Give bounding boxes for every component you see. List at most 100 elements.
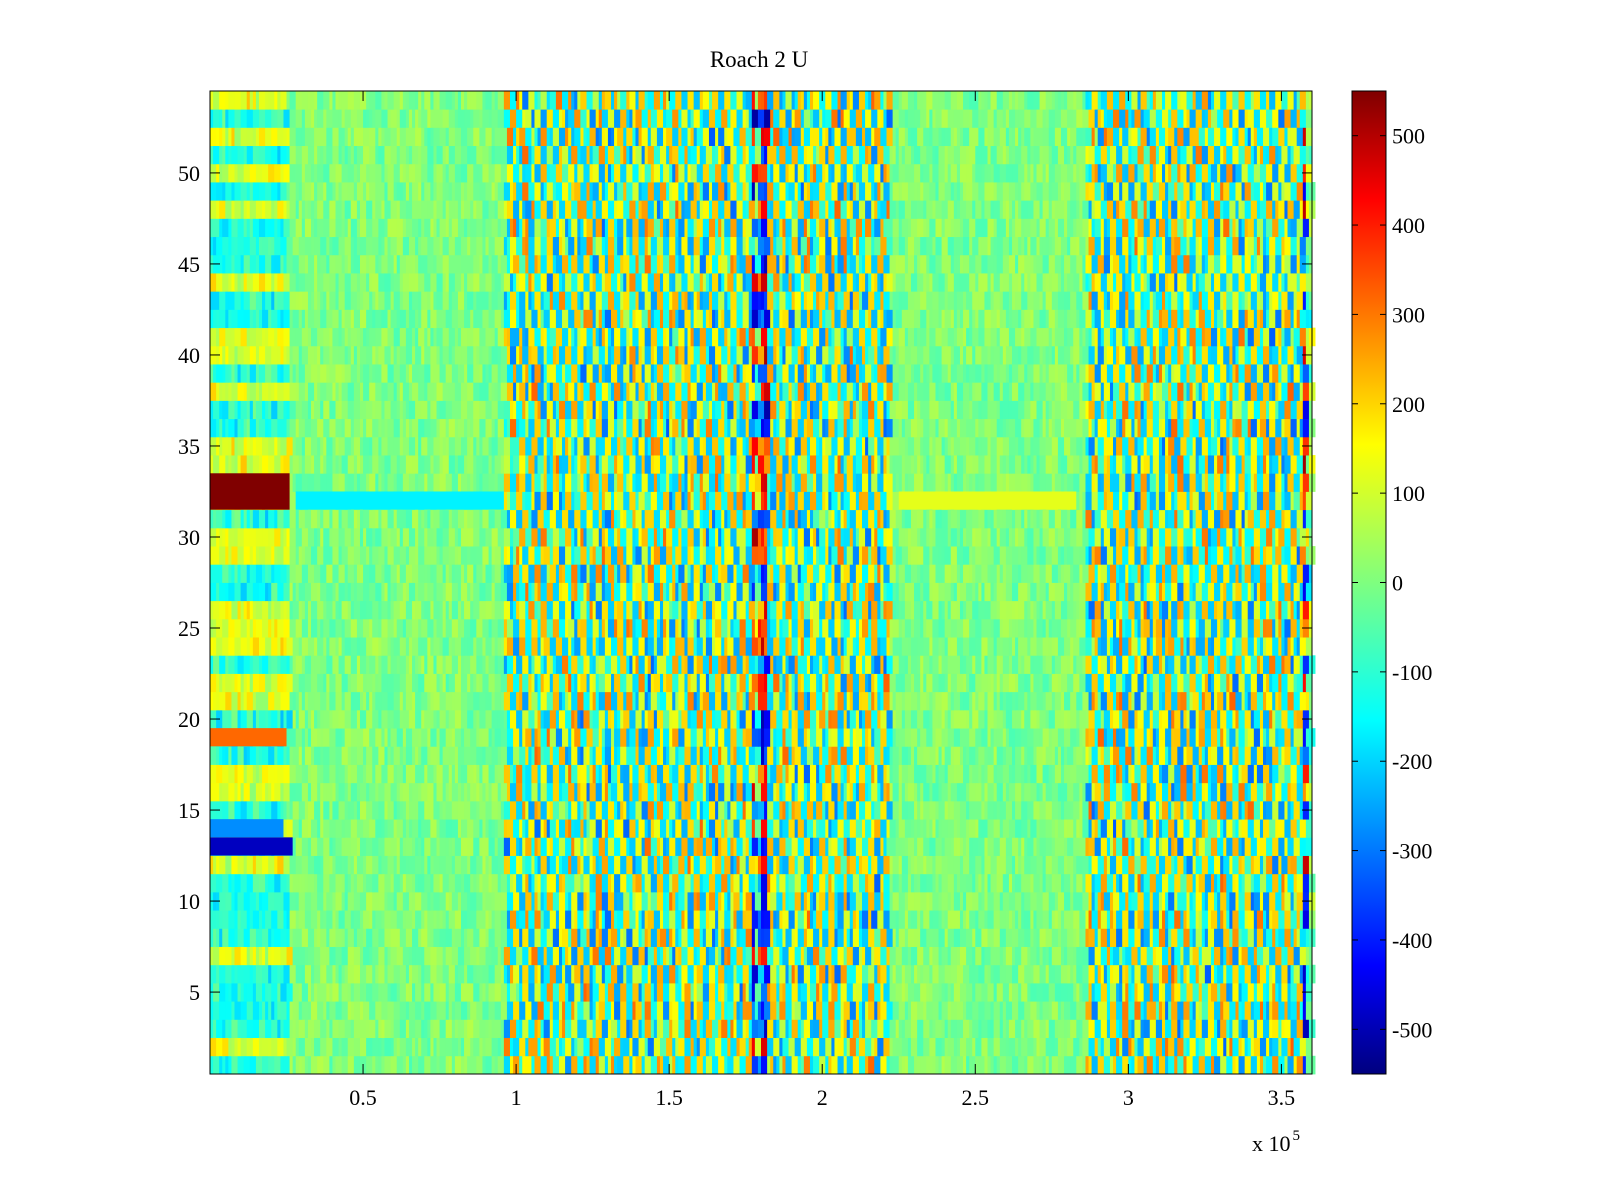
heatmap-cell — [415, 691, 422, 711]
heatmap-cell — [761, 1037, 768, 1057]
heatmap-cell — [558, 746, 566, 765]
heatmap-cell — [457, 964, 465, 984]
heatmap-cell — [736, 1019, 744, 1038]
heatmap-cell — [387, 800, 395, 820]
heatmap-cell — [497, 819, 505, 838]
heatmap-cell — [874, 891, 881, 911]
heatmap-cell — [347, 764, 352, 784]
heatmap-cell — [1002, 891, 1010, 911]
heatmap-cell — [421, 1055, 425, 1075]
heatmap-cell — [323, 782, 327, 802]
heatmap-cell — [543, 873, 548, 893]
heatmap-cell — [742, 782, 747, 802]
heatmap-cell — [231, 946, 235, 966]
heatmap-cell — [332, 964, 336, 984]
heatmap-cell — [344, 800, 349, 820]
heatmap-cell — [522, 873, 526, 893]
heatmap-cell — [387, 746, 391, 765]
heatmap-cell — [583, 800, 587, 820]
heatmap-cell — [1207, 891, 1215, 911]
heatmap-cell — [809, 709, 817, 729]
heatmap-cell — [320, 928, 327, 947]
heatmap-cell — [430, 982, 434, 1002]
heatmap-cell — [914, 746, 918, 765]
heatmap-cell — [910, 764, 915, 784]
heatmap-cell — [485, 855, 489, 875]
heatmap-cell — [984, 964, 988, 984]
heatmap-cell — [405, 873, 413, 893]
heatmap-cell — [534, 928, 541, 947]
heatmap-cell — [1253, 1037, 1261, 1057]
heatmap-cell — [641, 873, 646, 893]
heatmap-cell — [779, 782, 783, 802]
heatmap-cell — [488, 928, 496, 947]
heatmap-cell — [672, 819, 676, 838]
heatmap-cell — [1113, 800, 1117, 820]
heatmap-cell — [1204, 928, 1209, 947]
heatmap-cell — [963, 746, 967, 765]
heatmap-cell — [1113, 1055, 1117, 1075]
heatmap-cell — [1008, 873, 1013, 893]
heatmap-cell — [718, 891, 722, 911]
heatmap-cell — [788, 891, 796, 911]
heatmap-cell — [684, 764, 691, 784]
heatmap-cell — [430, 837, 437, 856]
heatmap-cell — [745, 728, 753, 747]
heatmap-cell — [1036, 928, 1040, 947]
heatmap-cell — [402, 709, 410, 729]
heatmap-cell — [1302, 1019, 1310, 1038]
heatmap-cell — [326, 691, 330, 711]
heatmap-cell — [611, 964, 618, 984]
heatmap-cell — [663, 746, 667, 765]
heatmap-cell — [956, 1055, 964, 1075]
heatmap-cell — [754, 891, 762, 911]
heatmap-cell — [656, 1055, 661, 1075]
heatmap-cell — [782, 946, 789, 966]
heatmap-cell — [430, 728, 437, 747]
heatmap-cell — [583, 1055, 587, 1075]
heatmap-cell — [852, 946, 860, 966]
heatmap-cell — [580, 1019, 587, 1038]
heatmap-cell — [849, 764, 857, 784]
heatmap-cell — [702, 709, 707, 729]
heatmap-cell — [1162, 982, 1166, 1002]
heatmap-cell — [274, 691, 281, 711]
heatmap-cell — [210, 1001, 214, 1020]
heatmap-cell — [650, 691, 658, 711]
heatmap-cell — [843, 691, 848, 711]
heatmap-cell — [604, 946, 612, 966]
heatmap-cell — [742, 1019, 747, 1038]
heatmap-cell — [228, 764, 235, 784]
heatmap-cell — [1128, 873, 1135, 893]
heatmap-cell — [549, 1019, 554, 1038]
heatmap-cell — [975, 728, 982, 747]
heatmap-cell — [430, 691, 434, 711]
heatmap-cell — [1106, 946, 1111, 966]
heatmap-cell — [721, 728, 725, 747]
heatmap-cell — [421, 891, 428, 911]
heatmap-cell — [344, 910, 352, 929]
heatmap-cell — [552, 800, 560, 820]
heatmap-cell — [825, 891, 829, 911]
heatmap-cell — [540, 819, 545, 838]
heatmap-cell — [776, 746, 780, 765]
heatmap-cell — [1091, 982, 1096, 1002]
heatmap-cell — [1021, 728, 1028, 747]
heatmap-cell — [1250, 746, 1258, 765]
heatmap-cell — [1094, 837, 1102, 856]
heatmap-cell — [1005, 728, 1010, 747]
heatmap-cell — [1128, 728, 1135, 747]
heatmap-cell — [1002, 728, 1007, 747]
heatmap-cell — [329, 946, 333, 966]
heatmap-cell — [607, 819, 615, 838]
heatmap-cell — [461, 982, 468, 1002]
heatmap-cell — [987, 928, 995, 947]
heatmap-cell — [966, 982, 973, 1002]
heatmap-cell — [366, 1019, 370, 1038]
heatmap-cell — [767, 819, 774, 838]
heatmap-cell — [363, 728, 370, 747]
heatmap-cell — [730, 891, 734, 911]
heatmap-cell — [1229, 910, 1233, 929]
heatmap-cell — [1067, 782, 1074, 802]
heatmap-cell — [531, 728, 535, 747]
